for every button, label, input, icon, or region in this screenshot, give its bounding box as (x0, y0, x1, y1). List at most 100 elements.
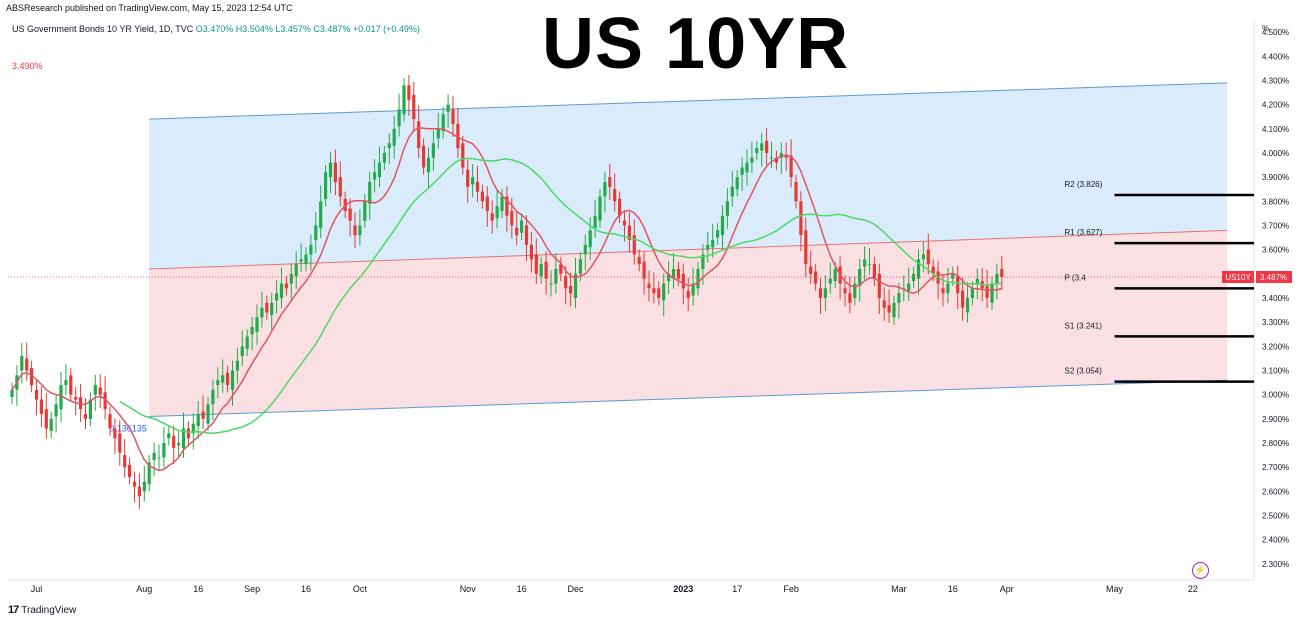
x-tick-label: Sep (244, 584, 260, 594)
y-tick-label: 3.000% (1262, 391, 1289, 400)
candle-body (853, 283, 857, 298)
y-tick-label: 3.900% (1262, 173, 1289, 182)
candle-body (696, 268, 700, 289)
symbol-legend[interactable]: US Government Bonds 10 YR Yield, 1D, TVC… (12, 24, 420, 34)
candle-body (755, 148, 759, 153)
candle-body (417, 121, 421, 149)
y-tick-label: 2.400% (1262, 536, 1289, 545)
candle-body (603, 181, 607, 197)
candle-body (490, 213, 494, 221)
candle-body (956, 276, 960, 294)
candle-body (260, 307, 264, 318)
candle-body (441, 114, 445, 132)
sma-green-line (119, 157, 1002, 434)
x-tick-label: 22 (1188, 584, 1198, 594)
candle-body (299, 259, 303, 262)
candle-body (279, 283, 284, 298)
candle-body (211, 389, 215, 405)
x-tick-label: May (1106, 584, 1124, 594)
candle-body (431, 143, 435, 158)
candle-body (284, 283, 288, 289)
candle-body (270, 302, 274, 315)
candle-body (30, 368, 34, 386)
candle-body (201, 411, 205, 419)
x-tick-label: Oct (353, 584, 368, 594)
tradingview-logo[interactable]: 17 TradingView (8, 604, 76, 616)
candle-body (319, 201, 323, 228)
candle-body (74, 397, 78, 400)
candle-body (946, 283, 950, 294)
candle-body (701, 254, 705, 269)
candle-body (877, 273, 881, 298)
candle-body (34, 389, 39, 400)
x-tick-label: Aug (136, 584, 152, 594)
candle-body (118, 433, 122, 453)
candle-body (505, 196, 509, 216)
candle-body (613, 189, 617, 202)
candle-body (544, 261, 548, 279)
candle-body (823, 288, 827, 298)
candle-body (681, 273, 685, 289)
y-tick-label: 2.900% (1262, 415, 1289, 424)
y-tick-label: 2.600% (1262, 487, 1289, 496)
candle-body (245, 336, 249, 349)
candle-body (843, 288, 847, 294)
candle-body (353, 225, 357, 236)
candle-body (578, 259, 582, 274)
candle-body (774, 157, 778, 163)
candle-body (515, 227, 519, 236)
candle-body (162, 443, 166, 458)
symbol-title[interactable]: US Government Bonds 10 YR Yield, 1D, TVC (12, 24, 194, 34)
pivot-label: S1 (3.241) (1065, 321, 1103, 330)
channel-upper-line (149, 82, 1228, 120)
lightning-icon[interactable]: ⚡ (1192, 562, 1209, 579)
candle-body (39, 399, 43, 415)
candle-body (951, 273, 955, 279)
y-tick-label: 3.600% (1262, 246, 1289, 255)
y-tick-label: 3.800% (1262, 197, 1289, 206)
candle-body (534, 254, 538, 274)
candle-body (745, 162, 749, 173)
candle-body (985, 285, 989, 298)
candle-body (657, 288, 661, 298)
candle-body (686, 290, 690, 298)
candle-body (882, 300, 886, 308)
candle-body (858, 268, 862, 286)
candle-body (358, 225, 362, 236)
candle-body (740, 167, 744, 175)
candle-body (196, 414, 200, 427)
candle-body (368, 181, 372, 204)
candle-body (451, 109, 455, 124)
candle-body (916, 259, 921, 279)
candle-body (608, 177, 612, 187)
candle-body (20, 356, 24, 371)
candle-body (912, 273, 916, 282)
candle-body (720, 215, 725, 236)
candle-body (485, 196, 489, 211)
candle-body (54, 404, 58, 417)
candle-body (167, 433, 171, 439)
candle-body (760, 143, 764, 151)
candle-body (461, 143, 465, 168)
y-tick-label: 4.000% (1262, 149, 1289, 158)
candle-body (348, 208, 352, 221)
y-tick-label: 2.800% (1262, 439, 1289, 448)
candle-body (123, 455, 127, 468)
candle-body (1000, 268, 1004, 277)
candle-body (93, 385, 97, 395)
y-tick-label: 4.500% (1262, 28, 1289, 37)
y-tick-label: 3.300% (1262, 318, 1289, 327)
candle-body (397, 109, 401, 127)
candle-body (564, 276, 568, 289)
x-tick-label: 16 (517, 584, 527, 594)
candle-body (520, 220, 524, 233)
candle-body (216, 380, 220, 386)
candle-body (177, 443, 181, 446)
candle-body (466, 169, 470, 187)
candle-body (206, 404, 210, 424)
candle-body (363, 201, 367, 221)
candle-body (990, 283, 994, 303)
candle-body (480, 191, 484, 202)
candle-body (779, 152, 783, 158)
